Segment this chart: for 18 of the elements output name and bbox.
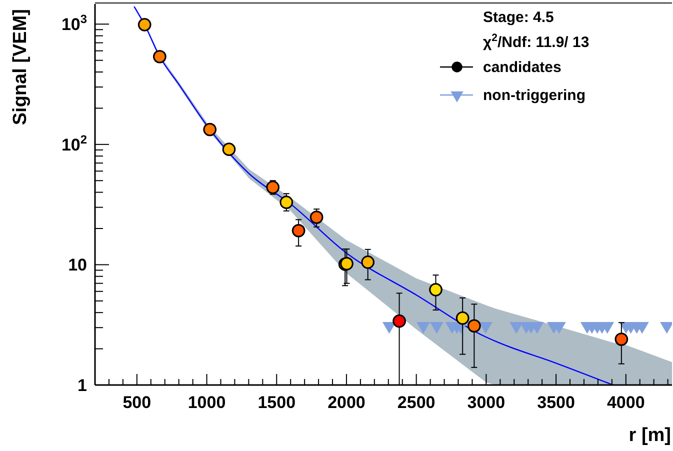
x-tick-label: 3500 [537, 393, 575, 412]
x-tick-label: 500 [122, 393, 152, 412]
y-axis-title: Signal [VEM] [10, 9, 31, 126]
x-tick-label: 2000 [328, 393, 366, 412]
y-tick-label: 1 [78, 376, 87, 395]
x-tick-label: 3000 [467, 393, 506, 412]
x-tick-label: 1500 [258, 393, 296, 412]
y-tick-label: 10$^{2}$ [61, 132, 88, 154]
y-tick-label: 10$^{3}$ [61, 12, 88, 34]
annotation: χ$^{2}$/Ndf: 11.9/ 13 [483, 32, 590, 51]
x-tick-label: 2500 [397, 393, 436, 412]
annotation: Stage: 4.5 [483, 9, 554, 26]
x-tick-label: 1000 [188, 393, 226, 412]
y-tick-label: 10 [68, 256, 87, 275]
x-axis-title: r [m] [628, 425, 671, 446]
legend-label: non-triggering [483, 87, 586, 104]
legend-label: candidates [483, 59, 562, 76]
x-tick-label: 4000 [606, 393, 645, 412]
